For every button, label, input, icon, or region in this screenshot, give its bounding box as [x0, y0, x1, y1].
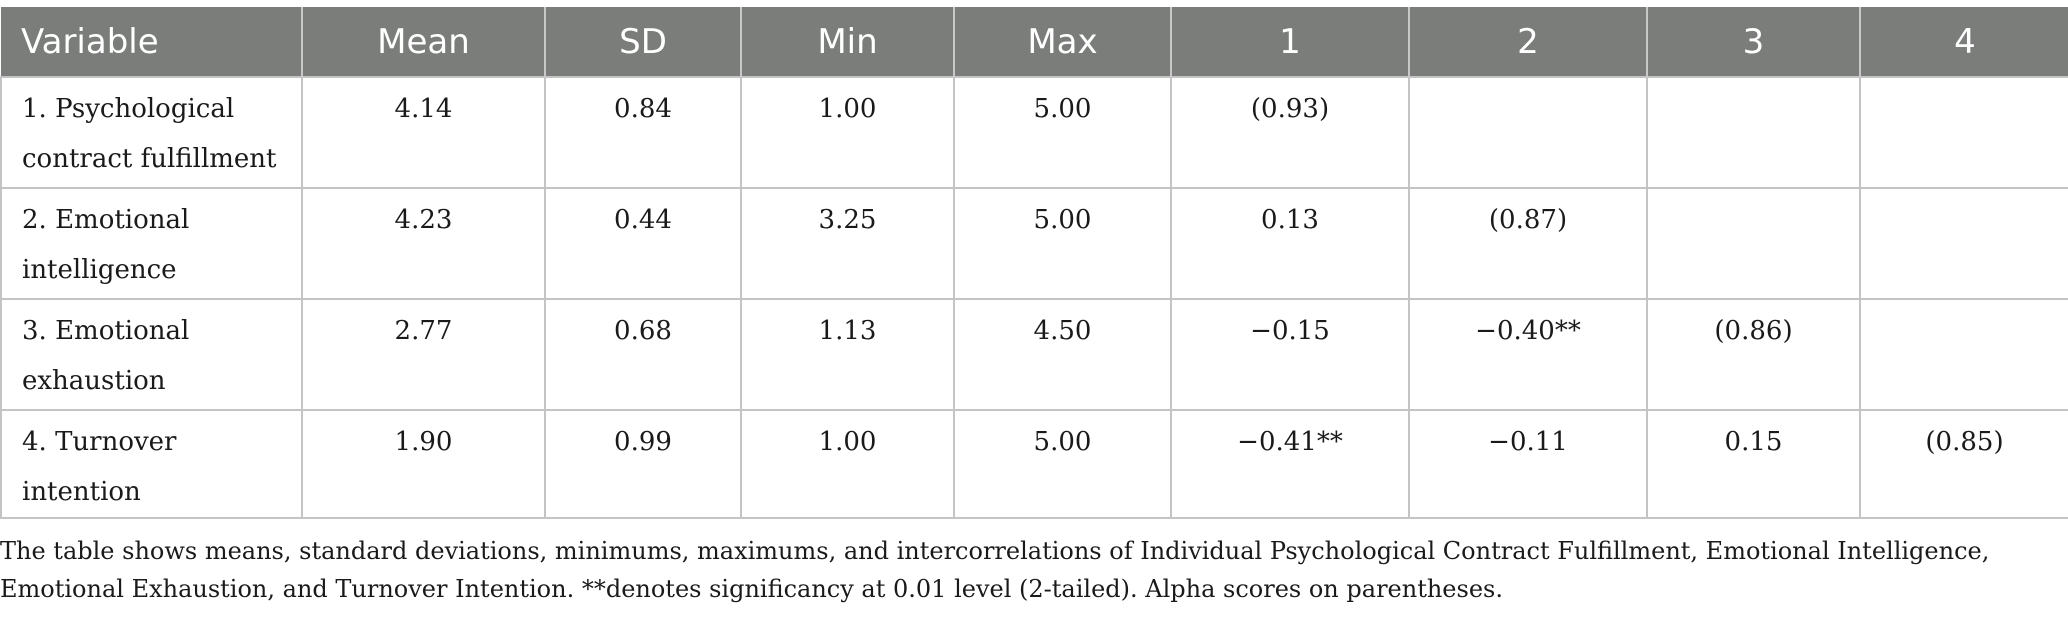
- cell-text: 4.14: [394, 94, 453, 124]
- descriptive-statistics-table: Variable Mean SD Min Max 1 2 3 4 1. Psyc…: [0, 7, 2068, 519]
- corr-4-cell: [1859, 298, 2068, 411]
- corr-4-cell: [1859, 76, 2068, 189]
- cell-text: 0.15: [1724, 427, 1783, 457]
- corr-1-cell: 0.13: [1170, 187, 1410, 300]
- cell-text: 3.25: [818, 205, 877, 235]
- header-mean: Mean: [302, 7, 546, 77]
- sd-cell: 0.44: [544, 187, 742, 300]
- cell-text: 1. Psychological contract fulfillment: [22, 94, 277, 174]
- cell-text: 2.77: [394, 316, 453, 346]
- cell-text: −0.11: [1488, 427, 1568, 457]
- min-cell: 1.13: [740, 298, 955, 411]
- cell-text: 5.00: [1033, 94, 1092, 124]
- variable-name-cell: 3. Emotional exhaustion: [0, 298, 303, 411]
- min-cell: 1.00: [740, 76, 955, 189]
- corr-3-cell: [1646, 76, 1861, 189]
- variable-name-cell: 2. Emotional intelligence: [0, 187, 303, 300]
- cell-text: (0.85): [1925, 427, 2004, 457]
- cell-text: 1.00: [818, 94, 877, 124]
- cell-text: 0.99: [614, 427, 672, 457]
- max-cell: 5.00: [953, 76, 1172, 189]
- corr-2-cell: −0.40**: [1408, 298, 1648, 411]
- corr-2-cell: [1408, 76, 1648, 189]
- table-row: 4. Turnover intention 1.90 0.99 1.00 5.0…: [0, 409, 2068, 519]
- cell-text: 3. Emotional exhaustion: [22, 316, 190, 396]
- mean-cell: 4.14: [301, 76, 546, 189]
- cell-text: 5.00: [1033, 205, 1092, 235]
- cell-text: [1410, 78, 1646, 84]
- cell-text: 0.84: [614, 94, 672, 124]
- corr-3-cell: [1646, 187, 1861, 300]
- max-cell: 4.50: [953, 298, 1172, 411]
- descriptive-statistics-table-container: Variable Mean SD Min Max 1 2 3 4 1. Psyc…: [0, 7, 2068, 519]
- min-cell: 1.00: [740, 409, 955, 519]
- corr-1-cell: (0.93): [1170, 76, 1410, 189]
- sd-cell: 0.84: [544, 76, 742, 189]
- cell-text: 4.23: [394, 205, 453, 235]
- min-cell: 3.25: [740, 187, 955, 300]
- table-header-row: Variable Mean SD Min Max 1 2 3 4: [1, 7, 2068, 77]
- cell-text: [1861, 300, 2068, 306]
- table-row: 3. Emotional exhaustion 2.77 0.68 1.13 4…: [0, 298, 2068, 411]
- cell-text: [1648, 189, 1859, 195]
- header-min: Min: [741, 7, 955, 77]
- cell-text: 1.13: [818, 316, 877, 346]
- corr-3-cell: 0.15: [1646, 409, 1861, 519]
- table-row: 2. Emotional intelligence 4.23 0.44 3.25…: [0, 187, 2068, 300]
- cell-text: −0.41**: [1237, 427, 1343, 457]
- variable-name-cell: 4. Turnover intention: [0, 409, 303, 519]
- cell-text: 0.44: [614, 205, 672, 235]
- table-row: 1. Psychological contract fulfillment 4.…: [0, 76, 2068, 189]
- mean-cell: 2.77: [301, 298, 546, 411]
- cell-text: [1648, 78, 1859, 84]
- cell-text: 1.00: [818, 427, 877, 457]
- header-variable: Variable: [1, 7, 303, 77]
- cell-text: −0.40**: [1475, 316, 1581, 346]
- max-cell: 5.00: [953, 409, 1172, 519]
- cell-text: 4.50: [1033, 316, 1092, 346]
- cell-text: 1.90: [394, 427, 453, 457]
- cell-text: [1861, 189, 2068, 195]
- cell-text: 4. Turnover intention: [22, 427, 177, 507]
- header-max: Max: [954, 7, 1172, 77]
- corr-4-cell: (0.85): [1859, 409, 2068, 519]
- sd-cell: 0.99: [544, 409, 742, 519]
- mean-cell: 1.90: [301, 409, 546, 519]
- cell-text: [1861, 78, 2068, 84]
- corr-2-cell: (0.87): [1408, 187, 1648, 300]
- cell-text: −0.15: [1250, 316, 1330, 346]
- table-footnote: The table shows means, standard deviatio…: [0, 537, 1990, 603]
- cell-text: 2. Emotional intelligence: [22, 205, 190, 285]
- variable-name-cell: 1. Psychological contract fulfillment: [0, 76, 303, 189]
- cell-text: (0.93): [1250, 94, 1330, 124]
- corr-1-cell: −0.15: [1170, 298, 1410, 411]
- sd-cell: 0.68: [544, 298, 742, 411]
- header-col-3: 3: [1647, 7, 1861, 77]
- corr-2-cell: −0.11: [1408, 409, 1648, 519]
- corr-4-cell: [1859, 187, 2068, 300]
- cell-text: (0.86): [1714, 316, 1793, 346]
- mean-cell: 4.23: [301, 187, 546, 300]
- header-col-4: 4: [1860, 7, 2068, 77]
- header-sd: SD: [545, 7, 742, 77]
- header-col-2: 2: [1409, 7, 1648, 77]
- max-cell: 5.00: [953, 187, 1172, 300]
- cell-text: 5.00: [1033, 427, 1092, 457]
- header-col-1: 1: [1171, 7, 1410, 77]
- corr-3-cell: (0.86): [1646, 298, 1861, 411]
- cell-text: 0.13: [1261, 205, 1319, 235]
- corr-1-cell: −0.41**: [1170, 409, 1410, 519]
- cell-text: (0.87): [1488, 205, 1568, 235]
- cell-text: 0.68: [614, 316, 672, 346]
